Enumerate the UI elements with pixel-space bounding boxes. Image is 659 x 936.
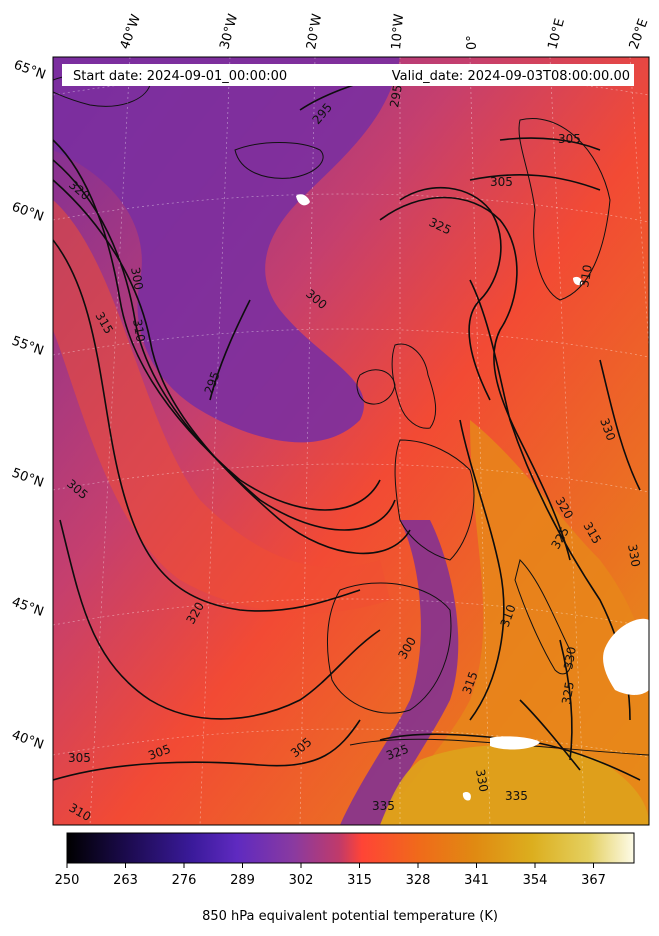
scandinavia-coast [518, 118, 611, 301]
contour-line [53, 719, 361, 781]
contour-line [519, 699, 581, 771]
contour-label: 305 [558, 132, 581, 146]
latitude-labels: 65°N 60°N 55°N 50°N 45°N 40°N [10, 58, 48, 753]
france-coast [394, 439, 475, 561]
contour-label: 330 [561, 646, 579, 671]
italy-coast [514, 559, 572, 675]
map-panel: 295 295 300 300 305 305 305 305 310 310 … [53, 57, 649, 825]
cold-airmass-region [53, 57, 400, 443]
contour-line [209, 299, 251, 401]
header-band [62, 64, 634, 86]
warm-airmass-region [380, 420, 649, 825]
colorbar-tick-label: 263 [113, 873, 138, 888]
colorbar-tick-label: 302 [289, 873, 314, 888]
longitude-label: 20°E [627, 17, 652, 52]
colorbar-tick-label: 354 [523, 873, 548, 888]
contour-label: 330 [473, 768, 491, 793]
contour-label: 310 [130, 318, 148, 343]
longitude-label: 10°W [389, 13, 407, 50]
longitude-labels: 40°W 30°W 20°W 10°W 0° 10°E 20°E [118, 12, 652, 51]
start-date: Start date: 2024-09-01_00:00:00 [73, 69, 287, 84]
colorbar-tick-label: 289 [230, 873, 255, 888]
contour-label: 310 [577, 264, 595, 289]
contour-label: 325 [559, 681, 577, 706]
contour-label: 295 [387, 84, 405, 109]
latitude-label: 65°N [12, 58, 48, 83]
latitude-label: 50°N [10, 466, 46, 491]
britain-coast [391, 343, 437, 429]
colorbar: 250 263 276 289 302 315 328 341 354 367 850 hPa e… [55, 832, 635, 924]
contour-line [379, 196, 571, 561]
longitude-label: 30°W [217, 12, 241, 51]
contour-line [469, 174, 601, 191]
colorbar-label: 850 hPa equivalent potential temperature… [202, 909, 498, 924]
warm-belt-region [53, 200, 390, 614]
latitude-label: 45°N [10, 595, 46, 620]
masked-areas [296, 194, 649, 801]
graticule [53, 57, 649, 825]
contour-label: 335 [505, 789, 528, 803]
contour-label: 305 [68, 751, 91, 765]
contour-line [53, 159, 396, 531]
colorbar-tick-label: 250 [55, 873, 80, 888]
map-frame [52, 56, 650, 826]
colorbar-tick-label: 276 [172, 873, 197, 888]
cold-tongue-region [340, 520, 459, 825]
colorbar-tick-label: 315 [347, 873, 372, 888]
latitude-label: 60°N [10, 200, 46, 225]
contour-line [599, 359, 641, 491]
valid-date: Valid_date: 2024-09-03T08:00:00.00 [392, 69, 630, 84]
contour-line [53, 239, 361, 612]
contour-label: 330 [625, 543, 643, 568]
latitude-label: 40°N [10, 728, 46, 753]
contour-label: 335 [372, 799, 395, 813]
colorbar-ticks: 250 263 276 289 302 315 328 341 354 367 [55, 863, 606, 888]
contour-label: 300 [128, 266, 146, 291]
contour-line [399, 186, 502, 401]
contour-line [559, 639, 573, 761]
contour-label: 305 [490, 175, 513, 189]
longitude-label: 40°W [118, 12, 144, 51]
iberia-coast [326, 582, 452, 714]
colorbar-tick-label: 367 [581, 873, 606, 888]
latitude-label: 55°N [10, 334, 46, 359]
contour-line [459, 419, 505, 721]
contour-line [59, 519, 381, 720]
iceland-coast [234, 142, 324, 179]
contour-line [53, 179, 411, 555]
ireland-coast [356, 369, 396, 405]
contour-lines [53, 69, 641, 781]
hot-airmass-region [380, 745, 649, 825]
longitude-label: 0° [465, 35, 480, 50]
contour-line [499, 137, 601, 151]
colorbar-tick-label: 341 [464, 873, 489, 888]
colorbar-tick-label: 328 [406, 873, 431, 888]
coastlines [53, 73, 649, 756]
longitude-label: 20°W [304, 13, 325, 51]
colorbar-gradient [66, 832, 635, 864]
longitude-label: 10°E [545, 17, 568, 51]
